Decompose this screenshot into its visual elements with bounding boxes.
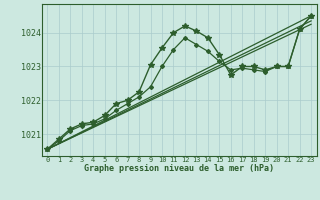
X-axis label: Graphe pression niveau de la mer (hPa): Graphe pression niveau de la mer (hPa) (84, 164, 274, 173)
